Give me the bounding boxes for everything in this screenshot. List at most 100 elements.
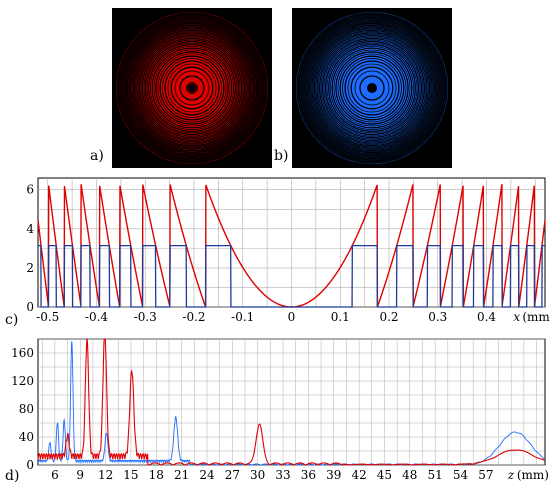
red-zone-plate-dark-ring — [128, 24, 256, 152]
red-zone-plate-dark-ring — [174, 70, 210, 106]
x-tick-label: 0.4 — [477, 310, 496, 324]
red-zone-plate-dark-ring — [121, 17, 263, 159]
blue-zone-plate-dark-ring — [300, 16, 444, 160]
x-axis-unit: (mm) — [517, 468, 549, 482]
blue-zone-plate-dark-ring — [302, 18, 442, 158]
red-zone-plate-dark-ring — [118, 14, 266, 162]
blue-zone-plate-dark-ring — [324, 40, 420, 136]
red-zone-plate-dark-ring — [132, 28, 252, 148]
panel-label-b: b) — [274, 148, 289, 164]
red-zone-plate-dark-ring — [141, 37, 243, 139]
red-zone-plate-dark-ring — [137, 33, 247, 143]
y-tick-label: 160 — [11, 346, 34, 360]
red-zone-plate-dark-ring — [162, 58, 222, 118]
x-tick-label: 39 — [326, 468, 341, 482]
red-zone-plate-image — [112, 8, 272, 168]
x-tick-label: 30 — [250, 468, 265, 482]
series-line-red — [37, 337, 546, 466]
blue-zone-plate-dark-ring — [323, 39, 421, 137]
red-zone-plate-dark-ring — [123, 19, 261, 157]
red-zone-plate-dark-ring — [136, 32, 248, 144]
x-tick-label: -0.5 — [36, 310, 59, 324]
blue-zone-plate-dark-ring — [305, 21, 439, 155]
red-zone-plate-dark-ring — [164, 60, 220, 116]
blue-zone-plate-dark-ring — [308, 24, 436, 152]
blue-zone-plate-dark-ring — [342, 58, 402, 118]
x-tick-label: 42 — [351, 468, 366, 482]
x-axis-label: z — [507, 468, 515, 482]
red-zone-plate-dark-ring — [143, 39, 241, 137]
blue-zone-plate-dark-ring — [333, 49, 411, 127]
axial-intensity-chart: 6 9 12 15 18 21 24 27 30 33 36 39 42 45 48 51 54 57 z (mm) 0… — [11, 337, 549, 482]
red-zone-plate-dark-ring — [122, 18, 262, 158]
red-zone-plate-dark-ring — [126, 22, 258, 154]
x-tick-label: 24 — [199, 468, 215, 482]
red-zone-plate-dark-ring — [159, 55, 225, 121]
blue-zone-plate-dark-ring — [310, 26, 434, 150]
blue-zone-plate-image — [292, 8, 452, 168]
blue-zone-plate-dark-ring — [344, 60, 400, 116]
y-tick-label: 80 — [19, 402, 34, 416]
blue-zone-plate-dark-ring — [320, 36, 424, 140]
red-zone-plate-dark-ring — [179, 75, 205, 101]
red-zone-plate-dark-ring — [170, 66, 214, 110]
blue-zone-plate-dark-ring — [303, 19, 441, 157]
blue-zone-plate-dark-ring — [301, 17, 443, 159]
red-zone-plate-dark-ring — [124, 20, 260, 156]
plot-frame-d — [37, 338, 546, 466]
y-tick-label: 4 — [26, 222, 34, 236]
blue-zone-plate-dark-ring — [326, 42, 418, 134]
x-tick-label: 0.3 — [428, 310, 447, 324]
blue-zone-plate-dark-ring — [315, 31, 429, 145]
x-tick-label: 27 — [225, 468, 240, 482]
blue-zone-plate-dark-ring — [347, 63, 397, 113]
blue-zone-plate-dark-ring — [312, 28, 432, 148]
blue-zone-plate-dark-ring — [359, 75, 385, 101]
blue-zone-plate-dark-ring — [354, 70, 390, 106]
blue-zone-plate-dark-ring — [316, 32, 428, 144]
blue-zone-plate-dark-ring — [306, 22, 438, 154]
blue-zone-plate-dark-ring — [308, 24, 436, 152]
x-tick-label: 0.1 — [331, 310, 350, 324]
x-tick-label: 9 — [76, 468, 84, 482]
blue-zone-plate-dark-ring — [318, 34, 426, 142]
red-zone-plate-dark-ring — [120, 16, 264, 160]
blue-zone-plate-dark-ring — [299, 15, 445, 161]
x-tick-label: 51 — [428, 468, 443, 482]
blue-zone-plate-dark-ring — [337, 53, 407, 123]
red-zone-plate-dark-ring — [138, 34, 246, 142]
blue-zone-plate-dark-ring — [311, 27, 433, 149]
blue-zone-plate-dark-ring — [321, 37, 423, 139]
red-zone-plate-dark-ring — [140, 36, 244, 140]
blue-zone-plate-dark-ring — [297, 13, 447, 163]
blue-zone-plate-dark-ring — [329, 45, 415, 131]
red-zone-plate-dark-ring — [155, 51, 229, 125]
red-zone-plate-dark-ring — [130, 26, 254, 150]
blue-zone-plate-dark-ring — [298, 14, 446, 162]
red-zone-plate-dark-ring — [135, 31, 249, 145]
red-zone-plate-dark-ring — [157, 53, 227, 123]
red-zone-plate-dark-ring — [151, 47, 233, 129]
red-zone-plate-dark-ring — [148, 44, 236, 132]
y-tick-label: 0 — [26, 300, 34, 314]
x-tick-label: -0.4 — [85, 310, 109, 324]
red-zone-plate-dark-ring — [133, 29, 251, 147]
x-tick-label: -0.2 — [182, 310, 205, 324]
x-tick-label: -0.1 — [231, 310, 254, 324]
series-line-blue — [38, 244, 545, 308]
blue-zone-plate-dark-ring — [331, 47, 413, 129]
blue-zone-plate-dark-ring — [296, 12, 448, 164]
x-tick-label: 57 — [478, 468, 493, 482]
red-zone-plate-dark-ring — [131, 27, 253, 149]
red-zone-plate-dark-ring — [119, 15, 265, 161]
y-tick-label: 6 — [26, 183, 34, 197]
blue-zone-plate-dark-ring — [339, 55, 405, 121]
x-tick-label: 48 — [402, 468, 417, 482]
red-zone-plate-dark-ring — [146, 42, 238, 134]
x-axis-label: x — [513, 310, 520, 324]
blue-zone-plate-dark-ring — [313, 29, 431, 147]
red-zone-plate-dark-ring — [117, 13, 267, 163]
blue-zone-plate-center — [367, 83, 377, 93]
red-zone-plate-dark-ring — [116, 12, 268, 164]
x-tick-label: 21 — [174, 468, 189, 482]
